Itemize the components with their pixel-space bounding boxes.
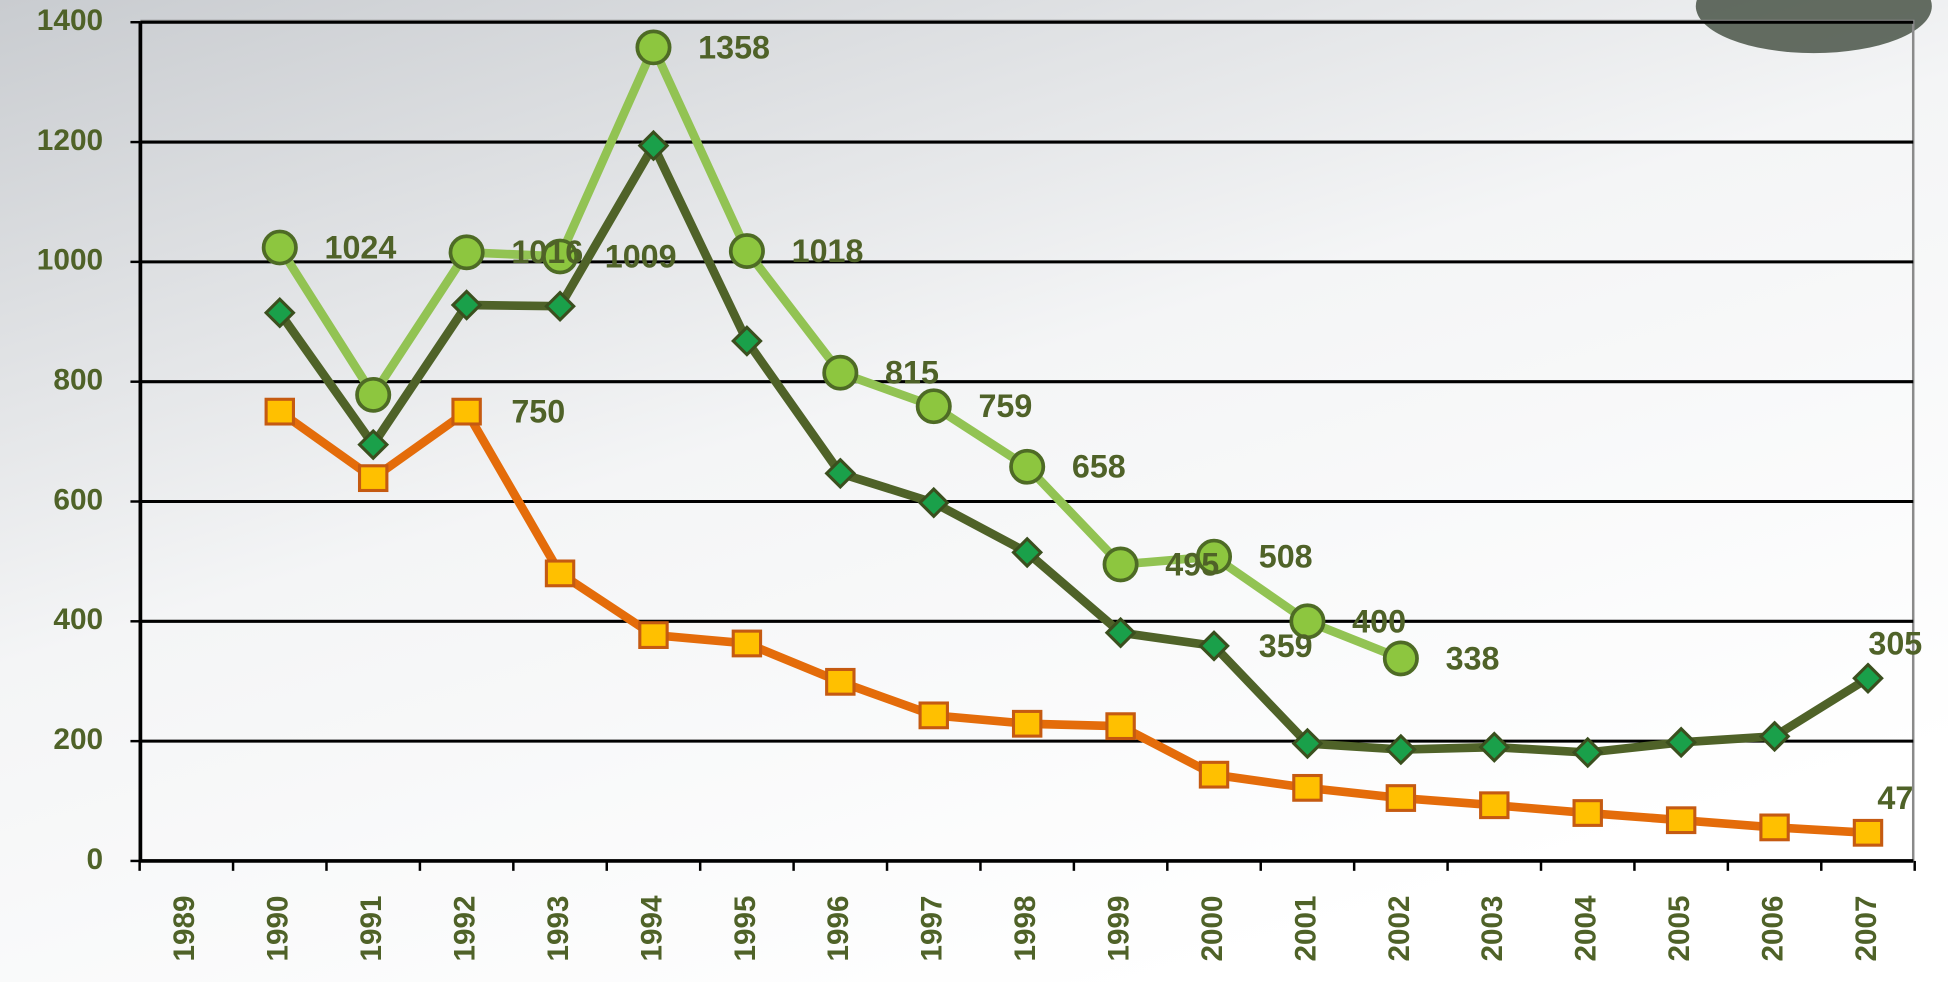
y-tick-label: 200	[53, 723, 103, 756]
x-tick-label: 1993	[542, 896, 575, 962]
x-tick-label: 1991	[355, 896, 388, 962]
data-point	[920, 703, 947, 728]
data-label: 47	[1877, 780, 1913, 816]
data-point	[1385, 642, 1417, 674]
x-tick-label: 2002	[1383, 896, 1416, 962]
data-label: 305	[1868, 626, 1922, 662]
data-point	[733, 631, 760, 656]
data-point	[357, 379, 389, 411]
data-point	[1294, 776, 1321, 801]
data-point	[637, 31, 669, 63]
data-point	[1854, 820, 1881, 845]
y-tick-label: 400	[53, 603, 103, 636]
x-tick-label: 2001	[1289, 896, 1322, 962]
data-point	[1481, 793, 1508, 818]
data-point	[1014, 711, 1041, 736]
data-label: 359	[1259, 628, 1313, 664]
data-point	[453, 399, 480, 424]
x-tick-label: 1994	[635, 895, 668, 961]
y-tick-label: 1400	[37, 4, 103, 37]
data-point	[1200, 762, 1227, 787]
y-tick-label: 1200	[37, 124, 103, 157]
data-label: 1018	[792, 233, 864, 269]
data-label: 759	[978, 388, 1032, 424]
data-label: 508	[1259, 539, 1313, 575]
data-label: 338	[1446, 640, 1500, 676]
data-label: 658	[1072, 449, 1126, 485]
data-label: 1358	[698, 29, 770, 65]
data-label: 1016	[511, 234, 583, 270]
data-label: 495	[1165, 546, 1219, 582]
data-point	[827, 669, 854, 694]
x-tick-label: 1996	[822, 896, 855, 962]
x-tick-label: 1990	[262, 896, 295, 962]
x-tick-label: 2004	[1570, 895, 1603, 961]
y-tick-label: 1000	[37, 244, 103, 277]
x-tick-label: 1999	[1102, 896, 1135, 962]
data-point	[1761, 815, 1788, 840]
data-label: 750	[511, 394, 565, 430]
x-tick-label: 2000	[1196, 896, 1229, 962]
y-tick-label: 600	[53, 483, 103, 516]
x-tick-label: 1992	[448, 896, 481, 962]
data-point	[264, 231, 296, 263]
data-point	[640, 623, 667, 648]
data-point	[1387, 786, 1414, 811]
data-point	[918, 390, 950, 422]
x-tick-label: 1997	[916, 896, 949, 962]
x-tick-label: 2007	[1850, 896, 1883, 962]
data-label: 1009	[605, 239, 677, 275]
data-point	[731, 235, 763, 267]
data-point	[266, 399, 293, 424]
data-point	[1104, 548, 1136, 580]
data-point	[360, 466, 387, 491]
x-tick-label: 2006	[1756, 896, 1789, 962]
y-tick-label: 800	[53, 364, 103, 397]
page: 0 200 400 600 800 1000 1200 1400 1989 1990 1991 199…	[0, 0, 1948, 987]
data-point	[1107, 714, 1134, 739]
data-label: 1024	[325, 230, 397, 266]
data-point	[1011, 451, 1043, 483]
x-tick-label: 1989	[168, 896, 201, 962]
data-point	[1574, 801, 1601, 826]
data-point	[824, 357, 856, 389]
data-label: 400	[1352, 603, 1406, 639]
data-label: 815	[885, 355, 939, 391]
background	[0, 0, 1948, 982]
y-tick-label: 0	[87, 843, 104, 876]
x-tick-label: 2005	[1663, 896, 1696, 962]
chart: 0 200 400 600 800 1000 1200 1400 1989 1990 1991 199…	[0, 0, 1948, 982]
data-point	[1667, 808, 1694, 833]
data-point	[546, 561, 573, 586]
x-tick-label: 1995	[729, 896, 762, 962]
data-point	[450, 236, 482, 268]
x-tick-label: 1998	[1009, 896, 1042, 962]
x-tick-label: 2003	[1476, 896, 1509, 962]
